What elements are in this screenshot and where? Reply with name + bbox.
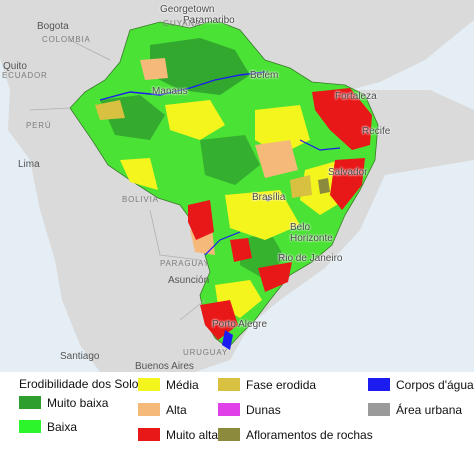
city-label: Bogota <box>37 21 69 32</box>
city-label: Brasília <box>252 192 286 203</box>
country-borders <box>29 39 206 321</box>
legend-swatch <box>218 378 240 391</box>
patch-fase-erodida <box>290 175 312 198</box>
legend-swatch <box>218 428 240 441</box>
legend-label: Muito alta <box>166 428 219 442</box>
legend-label: Corpos d'água <box>396 378 474 392</box>
city-label: Santiago <box>60 351 100 362</box>
city-label: Quito <box>3 61 27 72</box>
city-label: Belo Horizonte <box>290 222 333 244</box>
patch-media <box>255 105 310 155</box>
patch-muito-alta <box>312 88 372 150</box>
patch-alta <box>140 58 168 80</box>
legend-label: Área urbana <box>396 403 463 417</box>
patch-fase-erodida <box>95 100 125 120</box>
patch-muito-alta <box>200 300 238 340</box>
patch-muito-alta <box>230 238 252 262</box>
pacific-ocean <box>0 58 100 372</box>
legend-swatch <box>218 403 240 416</box>
map-canvas <box>0 0 474 372</box>
soil-erodibility-map[interactable]: Georgetown Paramaribo Bogota Quito Lima … <box>0 0 474 372</box>
patch-muito-baixa <box>150 38 250 95</box>
water-rivers <box>299 139 341 151</box>
city-label: Porto Alegre <box>212 319 268 330</box>
water-rivers <box>204 231 241 256</box>
legend-label: Baixa <box>47 420 78 434</box>
legend-swatch <box>19 396 41 409</box>
patch-alta <box>255 140 298 178</box>
legend-label: Fase erodida <box>246 378 317 392</box>
legend-label: Média <box>166 378 199 392</box>
city-label: Paramaribo <box>183 15 235 26</box>
patch-media <box>165 100 225 140</box>
legend-title: Erodibilidade dos Solos <box>19 377 145 391</box>
city-label: Rio de Janeiro <box>278 253 343 264</box>
patch-muito-baixa <box>200 135 260 185</box>
country-label: BOLIVIA <box>122 195 159 204</box>
legend-swatch <box>138 378 160 391</box>
city-label: Asunción <box>168 275 210 286</box>
city-label: Buenos Aires <box>135 361 194 372</box>
patch-afloramentos <box>318 178 330 194</box>
patch-muito-alta <box>258 262 292 292</box>
urban-area <box>265 196 271 202</box>
country-label: ECUADOR <box>2 71 48 80</box>
country-label: GUYANA <box>163 19 201 28</box>
patch-muito-alta <box>188 200 214 240</box>
country-label: URUGUAY <box>183 348 229 357</box>
legend-swatch <box>19 420 41 433</box>
legend-swatch <box>138 428 160 441</box>
legend-label: Muito baixa <box>47 396 109 410</box>
patch-muito-alta <box>330 158 365 210</box>
legend: Erodibilidade dos Solos Muito baixa Baix… <box>0 372 474 453</box>
city-label: Fortaleza <box>335 91 377 102</box>
city-label: Belém <box>250 70 279 81</box>
city-label: Lima <box>18 159 40 170</box>
legend-label: Alta <box>166 403 187 417</box>
legend-swatch <box>368 403 390 416</box>
country-label: COLOMBIA <box>42 35 91 44</box>
legend-label: Afloramentos de rochas <box>246 428 373 442</box>
city-label: Manaus <box>152 86 188 97</box>
legend-label: Dunas <box>246 403 281 417</box>
country-label: PARAGUAY <box>160 259 210 268</box>
patch-media <box>120 158 158 190</box>
urban-area <box>280 254 286 260</box>
city-label: Salvador <box>328 167 368 178</box>
legend-swatch <box>138 403 160 416</box>
city-label: Georgetown <box>160 4 215 15</box>
water-lagoa <box>222 330 233 350</box>
water-rivers <box>99 71 266 101</box>
city-label: Recife <box>362 126 391 137</box>
patch-media <box>225 190 300 240</box>
legend-swatch <box>368 378 390 391</box>
country-label: PERÚ <box>26 121 52 130</box>
